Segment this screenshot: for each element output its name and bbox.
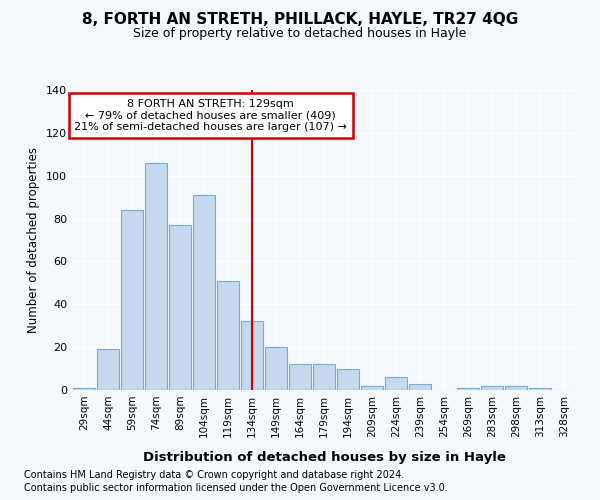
Y-axis label: Number of detached properties: Number of detached properties bbox=[28, 147, 40, 333]
Bar bbox=[145, 163, 167, 390]
Bar bbox=[481, 386, 503, 390]
Bar bbox=[385, 377, 407, 390]
Bar bbox=[337, 368, 359, 390]
Text: Contains public sector information licensed under the Open Government Licence v3: Contains public sector information licen… bbox=[24, 483, 448, 493]
Bar bbox=[313, 364, 335, 390]
Text: Contains HM Land Registry data © Crown copyright and database right 2024.: Contains HM Land Registry data © Crown c… bbox=[24, 470, 404, 480]
Bar bbox=[241, 322, 263, 390]
Bar bbox=[265, 347, 287, 390]
X-axis label: Distribution of detached houses by size in Hayle: Distribution of detached houses by size … bbox=[143, 451, 505, 464]
Bar bbox=[73, 388, 95, 390]
Bar bbox=[217, 280, 239, 390]
Bar bbox=[361, 386, 383, 390]
Bar bbox=[505, 386, 527, 390]
Bar bbox=[121, 210, 143, 390]
Bar bbox=[193, 195, 215, 390]
Bar bbox=[169, 225, 191, 390]
Text: 8, FORTH AN STRETH, PHILLACK, HAYLE, TR27 4QG: 8, FORTH AN STRETH, PHILLACK, HAYLE, TR2… bbox=[82, 12, 518, 28]
Text: 8 FORTH AN STRETH: 129sqm
← 79% of detached houses are smaller (409)
21% of semi: 8 FORTH AN STRETH: 129sqm ← 79% of detac… bbox=[74, 99, 347, 132]
Text: Size of property relative to detached houses in Hayle: Size of property relative to detached ho… bbox=[133, 28, 467, 40]
Bar bbox=[97, 350, 119, 390]
Bar bbox=[289, 364, 311, 390]
Bar bbox=[457, 388, 479, 390]
Bar bbox=[529, 388, 551, 390]
Bar bbox=[409, 384, 431, 390]
